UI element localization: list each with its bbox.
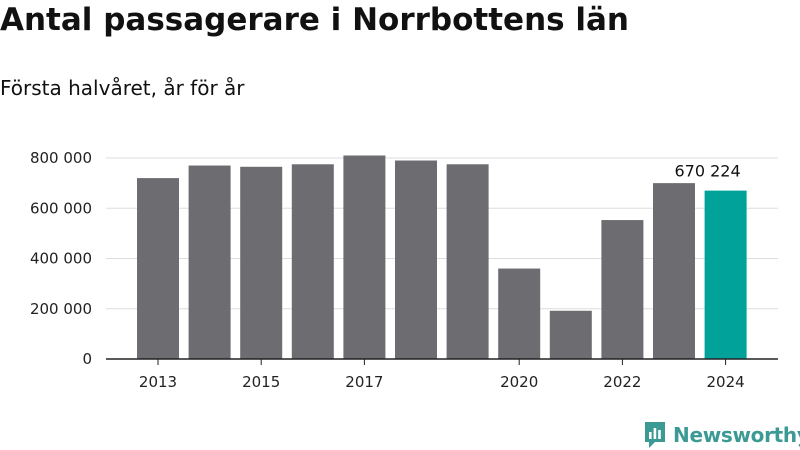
chart-subtitle: Första halvåret, år för år	[0, 76, 245, 100]
x-tick-label: 2015	[242, 373, 280, 391]
bar-2021	[549, 310, 592, 359]
newsworthy-logo-icon	[645, 422, 665, 448]
bar-2019	[446, 164, 489, 359]
x-tick-label: 2017	[345, 373, 383, 391]
bars	[137, 155, 747, 359]
bar-2014	[188, 165, 231, 359]
brand-name: Newsworthy	[673, 423, 800, 447]
data-labels: 670 224	[675, 162, 741, 181]
x-tick-label: 2024	[707, 373, 745, 391]
bar-2023	[653, 183, 695, 359]
bar-2018	[395, 160, 437, 359]
x-tick-label: 2020	[500, 373, 538, 391]
chart-title: Antal passagerare i Norrbottens län	[0, 2, 629, 38]
x-axis-ticks: 2013 2015 2017 2020 2022 2024	[139, 359, 745, 391]
bar-2022	[601, 220, 644, 359]
y-tick-label: 800 000	[30, 149, 92, 167]
y-tick-label: 0	[82, 350, 92, 368]
y-tick-label: 600 000	[30, 199, 92, 217]
bar-2015	[240, 166, 283, 359]
y-tick-label: 400 000	[30, 250, 92, 268]
y-axis-ticks: 0 200 000 400 000 600 000 800 000	[30, 149, 92, 368]
bar-2024	[704, 190, 747, 359]
data-label: 670 224	[675, 162, 741, 181]
y-tick-label: 200 000	[30, 300, 92, 318]
newsworthy-logo: Newsworthy	[643, 420, 800, 450]
x-tick-label: 2022	[603, 373, 641, 391]
bar-2020	[498, 268, 541, 359]
x-tick-label: 2013	[139, 373, 177, 391]
bar-2013	[137, 178, 179, 359]
bar-2017	[343, 155, 386, 359]
bar-2016	[291, 164, 334, 359]
